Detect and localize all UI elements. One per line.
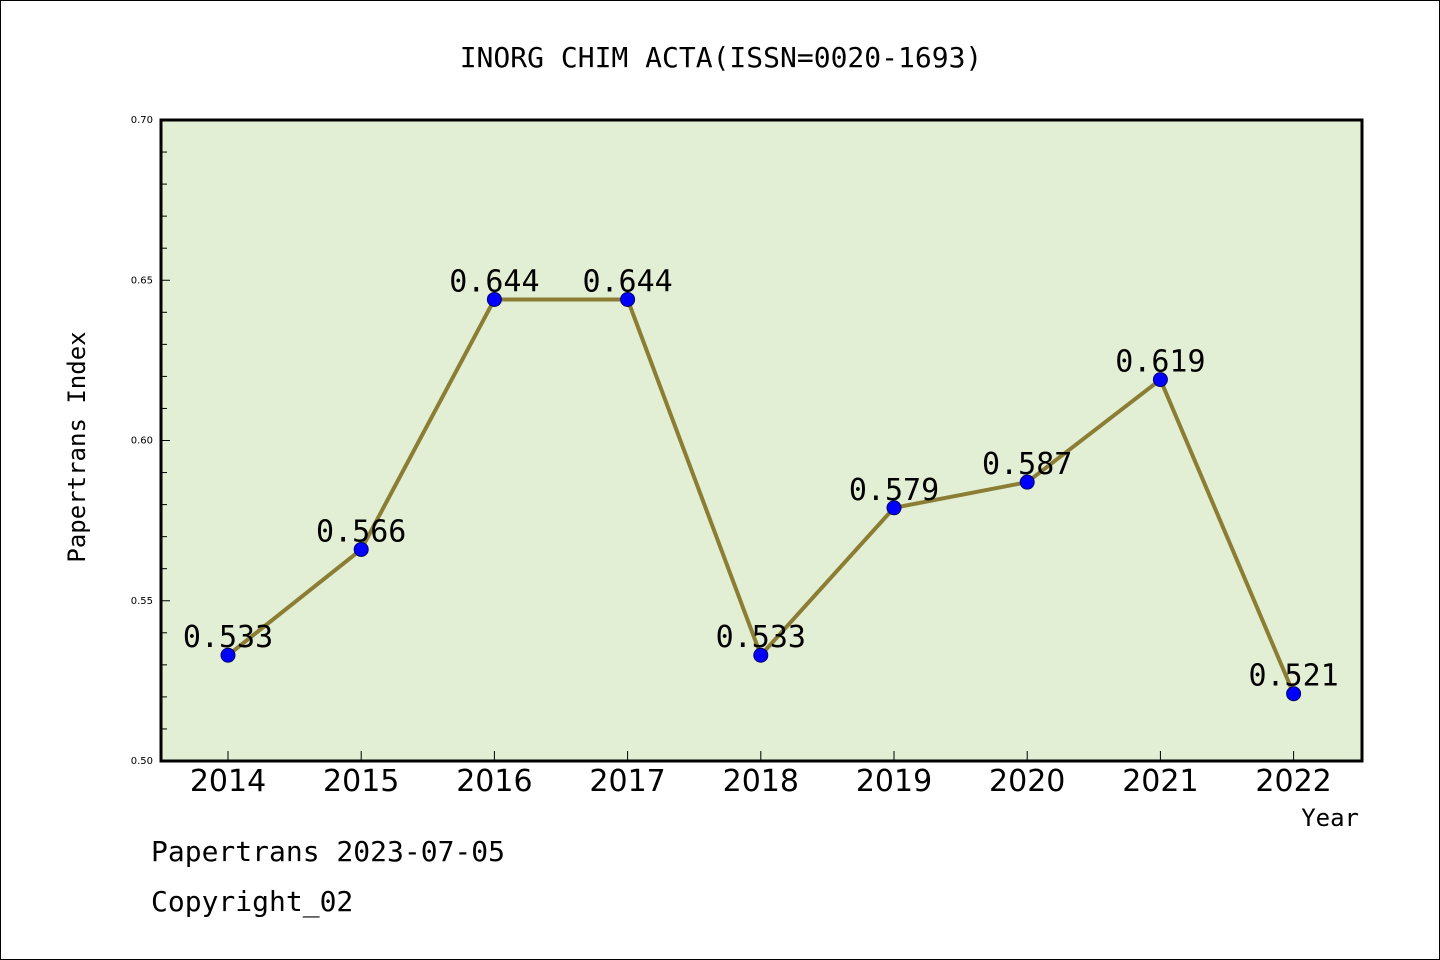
data-point — [1019, 474, 1035, 490]
axis-ticks: 0.50 0.55 0.60 0.65 0.70 2014 2015 2016 2017 2018… — [131, 115, 1332, 799]
data-label: 0.579 — [849, 473, 939, 508]
x-tick-label: 2016 — [456, 764, 532, 799]
data-point — [620, 291, 636, 307]
data-point — [753, 647, 769, 663]
data-point — [1286, 686, 1302, 702]
data-point — [1152, 372, 1168, 388]
chart-title: INORG CHIM ACTA(ISSN=0020-1693) — [460, 41, 983, 74]
data-point — [353, 541, 369, 557]
data-label: 0.587 — [982, 447, 1072, 482]
x-tick-label: 2015 — [323, 764, 399, 799]
y-tick-label: 0.60 — [131, 436, 153, 447]
x-tick-label: 2017 — [589, 764, 665, 799]
data-labels-layer: 0.533 0.566 0.644 0.644 0.533 0.579 0.587 0.619… — [183, 264, 1339, 693]
y-tick-label: 0.50 — [131, 756, 153, 767]
copyright-text: Copyright_02 — [151, 885, 354, 918]
series-points-layer — [220, 291, 1302, 702]
x-tick-label: 2014 — [190, 764, 266, 799]
data-label: 0.566 — [316, 514, 406, 549]
y-axis-title: Papertrans Index — [63, 331, 91, 562]
x-tick-label: 2021 — [1122, 764, 1198, 799]
data-label: 0.619 — [1115, 345, 1205, 380]
plot-area — [159, 118, 1364, 763]
source-date-text: Papertrans 2023-07-05 — [151, 835, 506, 868]
data-label: 0.644 — [449, 264, 539, 299]
data-point — [486, 291, 502, 307]
x-axis-title: Year — [1301, 804, 1359, 832]
data-point — [220, 647, 236, 663]
x-tick-label: 2019 — [856, 764, 932, 799]
data-label: 0.521 — [1248, 659, 1338, 694]
x-tick-label: 2018 — [723, 764, 799, 799]
data-label: 0.644 — [582, 264, 672, 299]
y-tick-label: 0.70 — [131, 115, 153, 126]
x-tick-label: 2020 — [989, 764, 1065, 799]
data-label: 0.533 — [716, 620, 806, 655]
data-point — [886, 500, 902, 516]
y-tick-label: 0.65 — [131, 275, 153, 286]
x-tick-label: 2022 — [1255, 764, 1331, 799]
data-label: 0.533 — [183, 620, 273, 655]
y-tick-label: 0.55 — [131, 596, 153, 607]
